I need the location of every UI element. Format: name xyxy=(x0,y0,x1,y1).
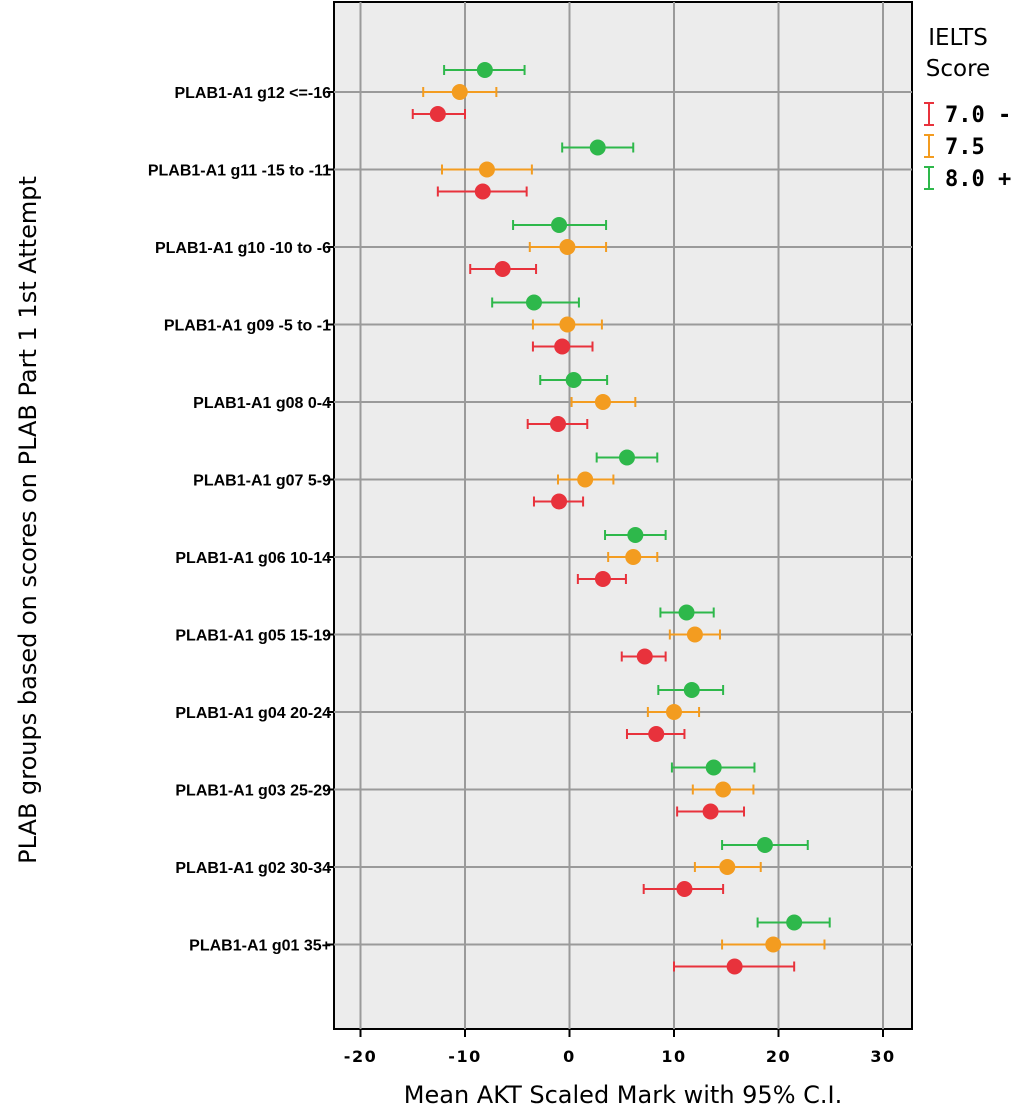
mean-point xyxy=(627,527,644,543)
data-marks xyxy=(411,62,831,975)
mean-point xyxy=(765,936,782,953)
mean-point xyxy=(551,493,568,510)
x-tick-label: 20 xyxy=(766,1047,791,1066)
mean-point xyxy=(554,338,571,355)
y-tick-label: PLAB1-A1 g01 35+ xyxy=(189,938,331,955)
y-tick-label: PLAB1-A1 g08 0-4 xyxy=(193,395,331,412)
mean-point xyxy=(551,217,568,233)
x-tick-label: -20 xyxy=(344,1047,377,1066)
plot-area xyxy=(333,1,913,1030)
y-tick-label: PLAB1-A1 g06 10-14 xyxy=(175,550,331,567)
x-axis: -20 -10 0 10 20 30 xyxy=(344,1029,895,1066)
mean-point xyxy=(726,958,743,975)
y-axis-title: PLAB groups based on scores on PLAB Part… xyxy=(14,176,42,864)
mean-point xyxy=(705,759,722,776)
mean-point xyxy=(686,626,703,643)
mean-point xyxy=(756,837,773,853)
legend-label: 7.0 - xyxy=(945,103,1011,128)
y-tick-label: PLAB1-A1 g05 15-19 xyxy=(175,628,331,645)
mean-point xyxy=(589,139,606,156)
mean-point xyxy=(550,416,567,432)
legend-label: 8.0 + xyxy=(945,167,1011,192)
mean-point xyxy=(676,881,693,897)
legend-items: 7.0 - 7.5 8.0 + xyxy=(924,102,1011,192)
mean-point xyxy=(625,549,642,565)
mean-point xyxy=(636,648,653,665)
mean-point xyxy=(494,261,511,277)
y-tick-label: PLAB1-A1 g10 -10 to -6 xyxy=(155,240,331,257)
mean-point xyxy=(559,316,576,333)
mean-point xyxy=(678,604,695,621)
x-tick-label: -10 xyxy=(448,1047,481,1066)
mean-point xyxy=(683,682,700,698)
legend: IELTS Score 7.0 - 7.5 8.0 + xyxy=(924,25,1011,192)
x-axis-title: Mean AKT Scaled Mark with 95% C.I. xyxy=(404,1081,842,1109)
y-tick-label: PLAB1-A1 g12 <=-16 xyxy=(174,85,331,102)
mean-point xyxy=(478,161,495,178)
mean-point xyxy=(476,62,493,78)
mean-point xyxy=(565,372,582,388)
x-tick-label: 10 xyxy=(661,1047,686,1066)
x-tick-label: 0 xyxy=(563,1047,576,1066)
mean-point xyxy=(786,914,803,931)
mean-point xyxy=(451,84,468,100)
y-tick-label: PLAB1-A1 g02 30-34 xyxy=(175,860,331,877)
legend-title-line2: Score xyxy=(926,56,990,82)
mean-point xyxy=(429,106,446,122)
mean-point xyxy=(525,294,542,311)
mean-point xyxy=(474,183,491,200)
y-tick-label: PLAB1-A1 g04 20-24 xyxy=(175,705,331,722)
y-tick-label: PLAB1-A1 g07 5-9 xyxy=(193,473,331,490)
mean-point xyxy=(666,704,682,720)
y-axis: PLAB1-A1 g12 <=-16 PLAB1-A1 g11 -15 to -1… xyxy=(148,85,334,955)
y-tick-label: PLAB1-A1 g03 25-29 xyxy=(175,783,331,800)
mean-point xyxy=(577,471,594,488)
x-tick-label: 30 xyxy=(870,1047,895,1066)
legend-label: 7.5 xyxy=(945,135,985,160)
mean-point xyxy=(559,239,576,255)
mean-point xyxy=(594,394,611,410)
mean-point xyxy=(594,571,611,587)
mean-point xyxy=(719,859,736,875)
legend-title-line1: IELTS xyxy=(928,25,988,51)
mean-point xyxy=(618,449,635,466)
mean-point xyxy=(648,726,665,742)
mean-point xyxy=(702,803,719,820)
y-tick-label: PLAB1-A1 g11 -15 to -11 xyxy=(148,163,331,180)
mean-point xyxy=(715,781,732,798)
y-tick-label: PLAB1-A1 g09 -5 to -1 xyxy=(164,318,331,335)
